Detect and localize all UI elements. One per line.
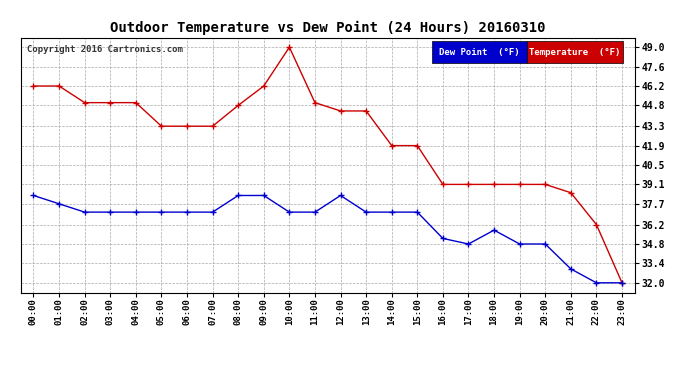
Text: Temperature  (°F): Temperature (°F) — [529, 48, 620, 57]
FancyBboxPatch shape — [432, 41, 527, 63]
Text: Dew Point  (°F): Dew Point (°F) — [440, 48, 520, 57]
Title: Outdoor Temperature vs Dew Point (24 Hours) 20160310: Outdoor Temperature vs Dew Point (24 Hou… — [110, 21, 546, 35]
FancyBboxPatch shape — [527, 41, 622, 63]
Text: Copyright 2016 Cartronics.com: Copyright 2016 Cartronics.com — [27, 45, 183, 54]
